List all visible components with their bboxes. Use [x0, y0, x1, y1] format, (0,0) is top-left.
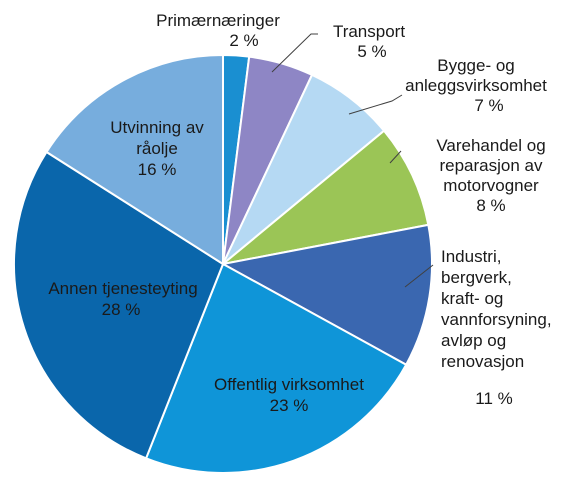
- leader-line: [389, 150, 402, 164]
- leader-line: [271, 33, 318, 73]
- leader-line: [348, 94, 403, 115]
- slice-percent: 7 %: [474, 96, 503, 115]
- pie-slice: [45, 53, 224, 266]
- slice-percent: 5 %: [357, 42, 386, 61]
- slice-label: Offentlig virksomhet 23 %: [214, 375, 364, 415]
- pie-slice: [144, 262, 408, 474]
- leader-lines: [271, 33, 434, 288]
- slice-labels: Primærnæringer 2 % Transport 5 %Bygge- og an…: [48, 11, 551, 415]
- slice-percent: 11 %: [475, 389, 513, 408]
- slice-label: Varehandel og reparasjon av motorvogner 8 %: [436, 136, 545, 215]
- slice-label: Industri, bergverk, kraft- og vannforsyning…: [441, 247, 552, 371]
- slice-percent: 16 %: [138, 160, 177, 179]
- slice-label: Annen tjenesteyting 28 %: [48, 279, 197, 319]
- slice-percent: 28 %: [102, 300, 141, 319]
- slice-percent: 8 %: [476, 196, 505, 215]
- slice-percent: 2 %: [229, 31, 258, 50]
- leader-line: [404, 264, 434, 288]
- pie-slice: [220, 223, 433, 367]
- slice-label: Primærnæringer 2 %: [156, 11, 280, 50]
- pie-slice: [13, 150, 225, 460]
- slice-label: Transport 5 %: [333, 22, 405, 61]
- slice-label: Bygge- og anleggsvirksomhet 7 %: [405, 56, 547, 115]
- pie-slice: [222, 129, 430, 265]
- slices: [13, 53, 433, 474]
- slice-label: Utvinning av råolje 16 %: [110, 118, 204, 179]
- slice-percent: 23 %: [270, 396, 309, 415]
